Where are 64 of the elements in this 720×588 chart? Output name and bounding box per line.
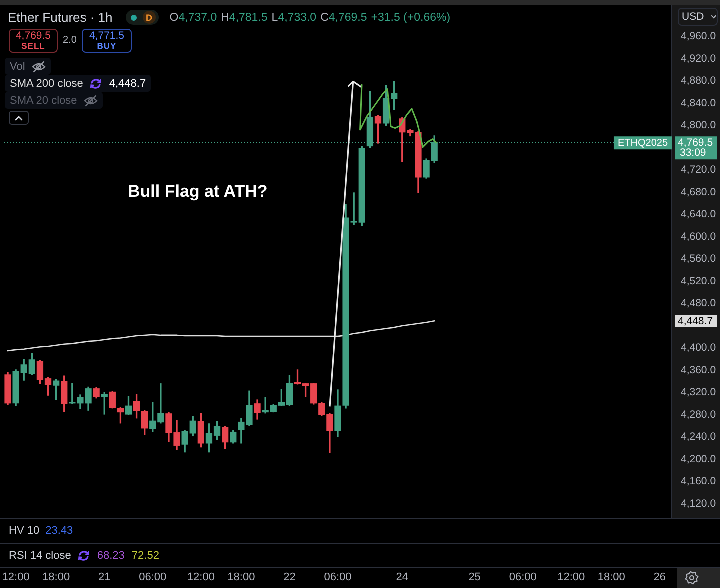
y-tick-label: 4,480.0: [681, 298, 716, 310]
x-tick-label: 18:00: [42, 572, 70, 584]
y-tick-label: 4,880.0: [681, 75, 716, 88]
status-badge: D: [126, 10, 159, 25]
annotation: Vol: [10, 60, 26, 72]
text: 68.23: [97, 550, 125, 562]
text: 4,448.7: [678, 316, 714, 328]
annotation: D: [142, 11, 156, 24]
y-tick-label: 4,920.0: [681, 52, 716, 65]
ref-line-label: ETHQ2025: [618, 138, 668, 149]
x-tick-label: 18:00: [228, 572, 256, 584]
annotation: 2.0: [63, 35, 77, 46]
y-tick-label: 4,600.0: [681, 230, 716, 243]
annotation: Bull Flag at ATH?: [128, 182, 268, 202]
x-tick-label: 24: [396, 572, 409, 584]
y-tick-label: 4,560.0: [681, 253, 716, 266]
text: 23.43: [46, 525, 74, 537]
y-tick-label: 4,120.0: [681, 498, 716, 510]
annotation: L4,733.0: [272, 12, 317, 24]
x-tick-label: 25: [468, 572, 481, 584]
text: SMA 200 close: [10, 78, 84, 90]
sell-button: 4,769.5 SELL: [9, 29, 58, 53]
x-tick-label: 21: [98, 572, 111, 584]
annotation: +31.5 (+0.66%): [371, 12, 451, 24]
y-tick-label: 4,400.0: [681, 342, 716, 354]
y-tick-label: 4,320.0: [681, 386, 716, 399]
annotation: BUY: [96, 41, 118, 51]
annotation: SMA 20 close: [10, 94, 78, 106]
x-tick-label: 12:00: [558, 572, 586, 584]
y-tick-label: 4,520.0: [681, 275, 716, 288]
y-tick-label: 4,840.0: [681, 97, 716, 110]
x-tick-label: 22: [284, 572, 296, 584]
annotation: 4,448.7: [109, 78, 146, 90]
x-tick-label: 06:00: [509, 572, 537, 584]
y-tick-label: 4,960.0: [681, 30, 716, 42]
text: HV 10: [9, 525, 40, 537]
text: 4,769.5: [678, 137, 714, 150]
text: 33:09: [680, 147, 706, 160]
annotation: C4,769.5: [320, 12, 368, 24]
text: RSI 14 close: [9, 550, 72, 562]
x-tick-label: 18:00: [598, 572, 626, 584]
y-tick-label: 4,720.0: [681, 164, 716, 176]
x-tick-label: 06:00: [139, 572, 167, 584]
y-tick-label: 4,680.0: [681, 186, 716, 198]
chart-title: Ether Futures · 1h: [8, 10, 113, 25]
annotation: 4,769.5: [14, 30, 52, 42]
annotation: SELL: [20, 41, 46, 51]
y-tick-label: 4,800.0: [681, 120, 716, 132]
annotation: H4,781.5: [221, 12, 268, 24]
annotation: 4,771.5: [88, 30, 126, 42]
annotation: O4,737.0: [170, 12, 218, 24]
y-tick-label: 4,160.0: [681, 476, 716, 488]
y-tick-label: 4,240.0: [681, 431, 716, 444]
x-tick-label: 12:00: [187, 572, 215, 584]
x-tick-label: 26: [654, 572, 666, 584]
y-tick-label: 4,280.0: [681, 408, 716, 421]
currency-dropdown: USD: [678, 8, 718, 26]
y-tick-label: 4,200.0: [681, 453, 716, 466]
y-tick-label: 4,360.0: [681, 364, 716, 376]
text: 72.52: [132, 550, 160, 562]
y-tick-label: 4,640.0: [681, 208, 716, 221]
x-tick-label: 12:00: [2, 572, 30, 584]
x-tick-label: 06:00: [324, 572, 352, 584]
buy-button: 4,771.5 BUY: [82, 29, 132, 53]
